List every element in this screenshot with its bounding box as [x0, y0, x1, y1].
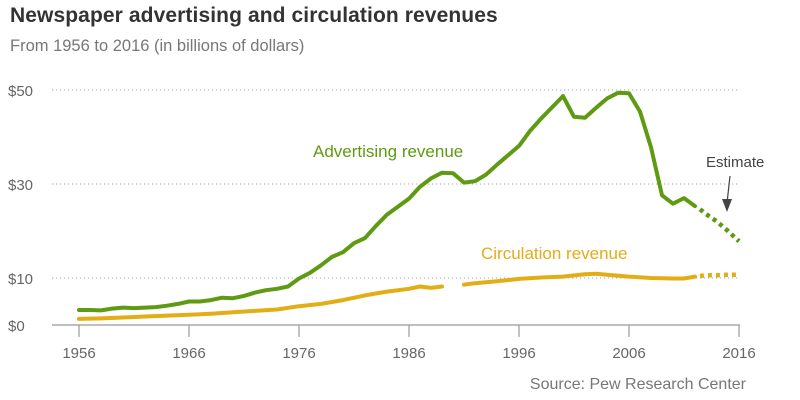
x-tick-label: 1966: [172, 345, 205, 362]
y-tick-label: $50: [8, 83, 33, 100]
gridlines: [52, 89, 740, 279]
x-tick-label: 1956: [62, 345, 95, 362]
x-tick-label: 1986: [392, 345, 425, 362]
chart-title: Newspaper advertising and circulation re…: [10, 4, 498, 27]
advertising-series: [77, 90, 741, 313]
arrowhead-icon: [722, 199, 732, 212]
source-note: Source: Pew Research Center: [529, 376, 746, 393]
y-tick-label: $30: [8, 177, 33, 194]
x-axis-labels: 1956 1966 1976 1986 1996 2006 2016: [62, 345, 755, 362]
y-tick-label: $0: [8, 318, 25, 335]
advertising-series-label: Advertising revenue: [313, 142, 463, 161]
series-lines: [77, 90, 741, 321]
circulation-line: [77, 284, 444, 321]
y-axis-labels: $0 $10 $30 $50: [8, 83, 33, 335]
y-tick-label: $10: [8, 271, 33, 288]
circulation-series-label: Circulation revenue: [481, 244, 627, 263]
circulation-series: [77, 271, 739, 321]
advertising-estimate-line: [698, 207, 741, 243]
x-tick-label: 1996: [502, 345, 535, 362]
x-tick-label: 1976: [282, 345, 315, 362]
x-axis: [52, 324, 740, 337]
circulation-estimate-line: [699, 272, 739, 279]
x-tick-label: 2006: [612, 345, 645, 362]
advertising-line: [77, 90, 697, 313]
x-tick-label: 2016: [722, 345, 755, 362]
estimate-arrow: [722, 175, 732, 212]
estimate-annotation: Estimate: [706, 154, 764, 171]
circulation-line: [462, 271, 697, 287]
chart-subtitle: From 1956 to 2016 (in billions of dollar…: [10, 37, 305, 55]
